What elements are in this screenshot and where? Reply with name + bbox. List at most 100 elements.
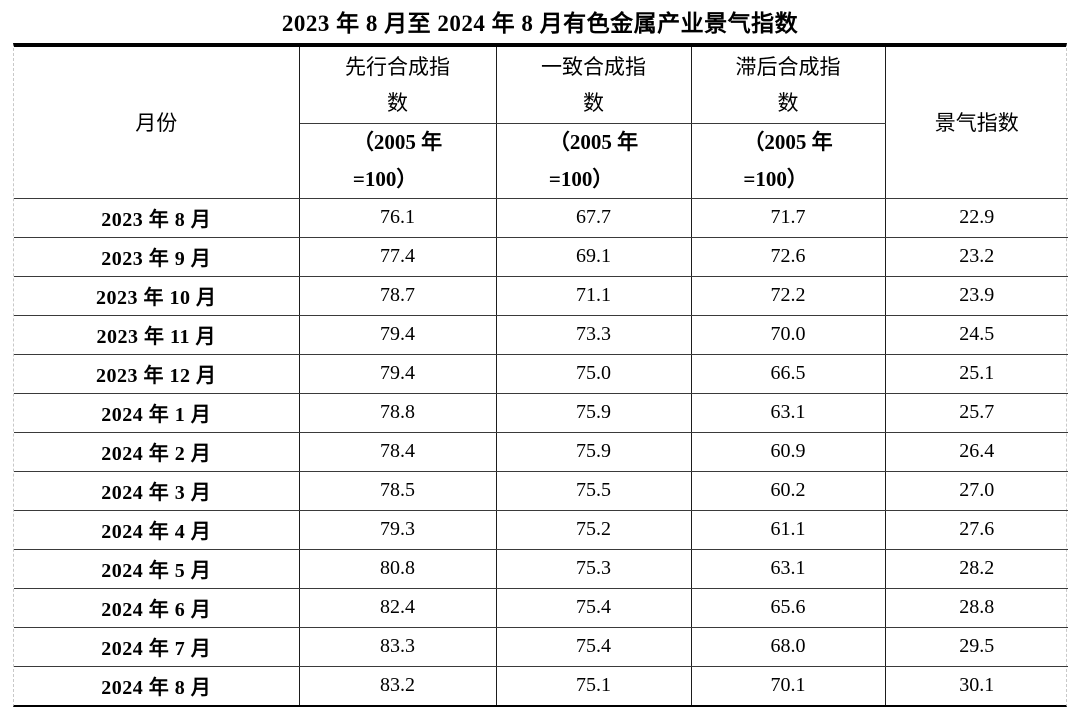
coincident-index-label: 一致合成指数: [541, 54, 646, 115]
prosperity-index-table: 月份 先行合成指数 一致合成指数 滞后合成指数 景气指数 （20: [14, 47, 1068, 705]
month-cell: 2024 年 8 月: [14, 665, 300, 705]
lagging-index-cell: 72.2: [690, 275, 886, 316]
coincident-index-cell: 75.1: [495, 665, 692, 705]
prosperity-index-cell: 25.1: [884, 353, 1068, 394]
table-row: 2023 年 9 月 77.4 69.1 72.6 23.2: [14, 236, 1068, 277]
leading-index-cell: 79.4: [298, 353, 497, 394]
month-cell: 2024 年 3 月: [14, 470, 300, 511]
lagging-index-cell: 71.7: [690, 197, 886, 238]
prosperity-index-table-frame: 月份 先行合成指数 一致合成指数 滞后合成指数 景气指数 （20: [13, 43, 1068, 707]
prosperity-index-cell: 27.6: [884, 509, 1068, 550]
month-cell: 2024 年 4 月: [14, 509, 300, 550]
prosperity-index-cell: 28.8: [884, 587, 1068, 628]
base-period-text: （2005 年 =100）: [352, 129, 443, 191]
prosperity-index-cell: 26.4: [884, 431, 1068, 472]
lagging-index-cell: 72.6: [690, 236, 886, 277]
lagging-index-cell: 70.0: [690, 314, 886, 355]
lagging-index-cell: 60.2: [690, 470, 886, 511]
table-row: 2023 年 8 月 76.1 67.7 71.7 22.9: [14, 197, 1068, 238]
leading-index-cell: 77.4: [298, 236, 497, 277]
coincident-index-cell: 69.1: [495, 236, 692, 277]
coincident-index-cell: 75.0: [495, 353, 692, 394]
prosperity-index-cell: 25.7: [884, 392, 1068, 433]
lagging-index-cell: 70.1: [690, 665, 886, 705]
table-row: 2023 年 11 月 79.4 73.3 70.0 24.5: [14, 314, 1068, 355]
prosperity-index-cell: 29.5: [884, 626, 1068, 667]
month-cell: 2023 年 8 月: [14, 197, 300, 238]
leading-index-label: 先行合成指数: [345, 54, 450, 115]
leading-index-cell: 82.4: [298, 587, 497, 628]
leading-index-cell: 79.3: [298, 509, 497, 550]
lagging-index-cell: 61.1: [690, 509, 886, 550]
col-header-month: 月份: [14, 47, 300, 199]
coincident-index-cell: 75.9: [495, 392, 692, 433]
col-header-coincident-index: 一致合成指数: [495, 47, 692, 124]
base-period-leading: （2005 年 =100）: [299, 122, 497, 199]
coincident-index-cell: 75.5: [495, 470, 692, 511]
coincident-index-cell: 73.3: [495, 314, 692, 355]
lagging-index-cell: 60.9: [690, 431, 886, 472]
table-row: 2023 年 10 月 78.7 71.1 72.2 23.9: [14, 275, 1068, 316]
month-cell: 2023 年 10 月: [14, 275, 300, 316]
prosperity-index-cell: 23.9: [884, 275, 1068, 316]
lagging-index-label: 滞后合成指数: [735, 54, 841, 115]
month-cell: 2024 年 7 月: [14, 626, 300, 667]
leading-index-cell: 83.2: [298, 665, 497, 705]
col-header-lagging-index: 滞后合成指数: [690, 47, 886, 124]
lagging-index-cell: 63.1: [690, 548, 886, 589]
prosperity-index-cell: 23.2: [884, 236, 1068, 277]
table-row: 2024 年 8 月 83.2 75.1 70.1 30.1: [14, 665, 1068, 705]
leading-index-cell: 76.1: [298, 197, 497, 238]
coincident-index-cell: 75.4: [495, 626, 692, 667]
table-row: 2024 年 6 月 82.4 75.4 65.6 28.8: [14, 587, 1068, 628]
leading-index-cell: 78.5: [298, 470, 497, 511]
prosperity-index-cell: 27.0: [884, 470, 1068, 511]
leading-index-cell: 79.4: [298, 314, 497, 355]
table-row: 2024 年 2 月 78.4 75.9 60.9 26.4: [14, 431, 1068, 472]
coincident-index-cell: 75.4: [495, 587, 692, 628]
month-cell: 2024 年 2 月: [14, 431, 300, 472]
base-period-lagging: （2005 年 =100）: [690, 122, 885, 199]
coincident-index-cell: 75.9: [495, 431, 692, 472]
coincident-index-cell: 67.7: [495, 197, 692, 238]
prosperity-index-cell: 24.5: [884, 314, 1068, 355]
base-period-text: （2005 年 =100）: [743, 129, 833, 191]
table-body: 2023 年 8 月 76.1 67.7 71.7 22.9 2023 年 9 …: [14, 197, 1068, 705]
base-period-text: （2005 年 =100）: [548, 129, 639, 191]
lagging-index-cell: 68.0: [690, 626, 886, 667]
month-cell: 2024 年 5 月: [14, 548, 300, 589]
lagging-index-cell: 66.5: [690, 353, 886, 394]
col-header-prosperity-index: 景气指数: [884, 47, 1068, 199]
header-row-base-period: （2005 年 =100） （2005 年 =100） （2005 年: [14, 122, 1068, 199]
table-row: 2023 年 12 月 79.4 75.0 66.5 25.1: [14, 353, 1068, 394]
lagging-index-cell: 65.6: [690, 587, 886, 628]
coincident-index-cell: 71.1: [495, 275, 692, 316]
leading-index-cell: 78.8: [298, 392, 497, 433]
leading-index-cell: 80.8: [298, 548, 497, 589]
prosperity-index-cell: 28.2: [884, 548, 1068, 589]
col-header-leading-index: 先行合成指数: [298, 47, 497, 124]
leading-index-cell: 78.4: [298, 431, 497, 472]
table-row: 2024 年 3 月 78.5 75.5 60.2 27.0: [14, 470, 1068, 511]
coincident-index-cell: 75.3: [495, 548, 692, 589]
coincident-index-cell: 75.2: [495, 509, 692, 550]
page-title: 2023 年 8 月至 2024 年 8 月有色金属产业景气指数: [281, 11, 799, 36]
table-header: 月份 先行合成指数 一致合成指数 滞后合成指数 景气指数 （20: [14, 47, 1068, 199]
prosperity-index-cell: 30.1: [884, 665, 1068, 705]
month-cell: 2024 年 1 月: [14, 392, 300, 433]
table-row: 2024 年 1 月 78.8 75.9 63.1 25.7: [14, 392, 1068, 433]
table-row: 2024 年 5 月 80.8 75.3 63.1 28.2: [14, 548, 1068, 589]
table-row: 2024 年 4 月 79.3 75.2 61.1 27.6: [14, 509, 1068, 550]
leading-index-cell: 78.7: [298, 275, 497, 316]
prosperity-index-cell: 22.9: [884, 197, 1068, 238]
lagging-index-cell: 63.1: [690, 392, 886, 433]
table-row: 2024 年 7 月 83.3 75.4 68.0 29.5: [14, 626, 1068, 667]
leading-index-cell: 83.3: [298, 626, 497, 667]
month-cell: 2024 年 6 月: [14, 587, 300, 628]
base-period-coincident: （2005 年 =100）: [495, 122, 692, 199]
month-cell: 2023 年 12 月: [14, 353, 300, 394]
month-cell: 2023 年 11 月: [14, 314, 300, 355]
month-cell: 2023 年 9 月: [14, 236, 300, 277]
header-row-names: 月份 先行合成指数 一致合成指数 滞后合成指数 景气指数: [14, 47, 1068, 199]
